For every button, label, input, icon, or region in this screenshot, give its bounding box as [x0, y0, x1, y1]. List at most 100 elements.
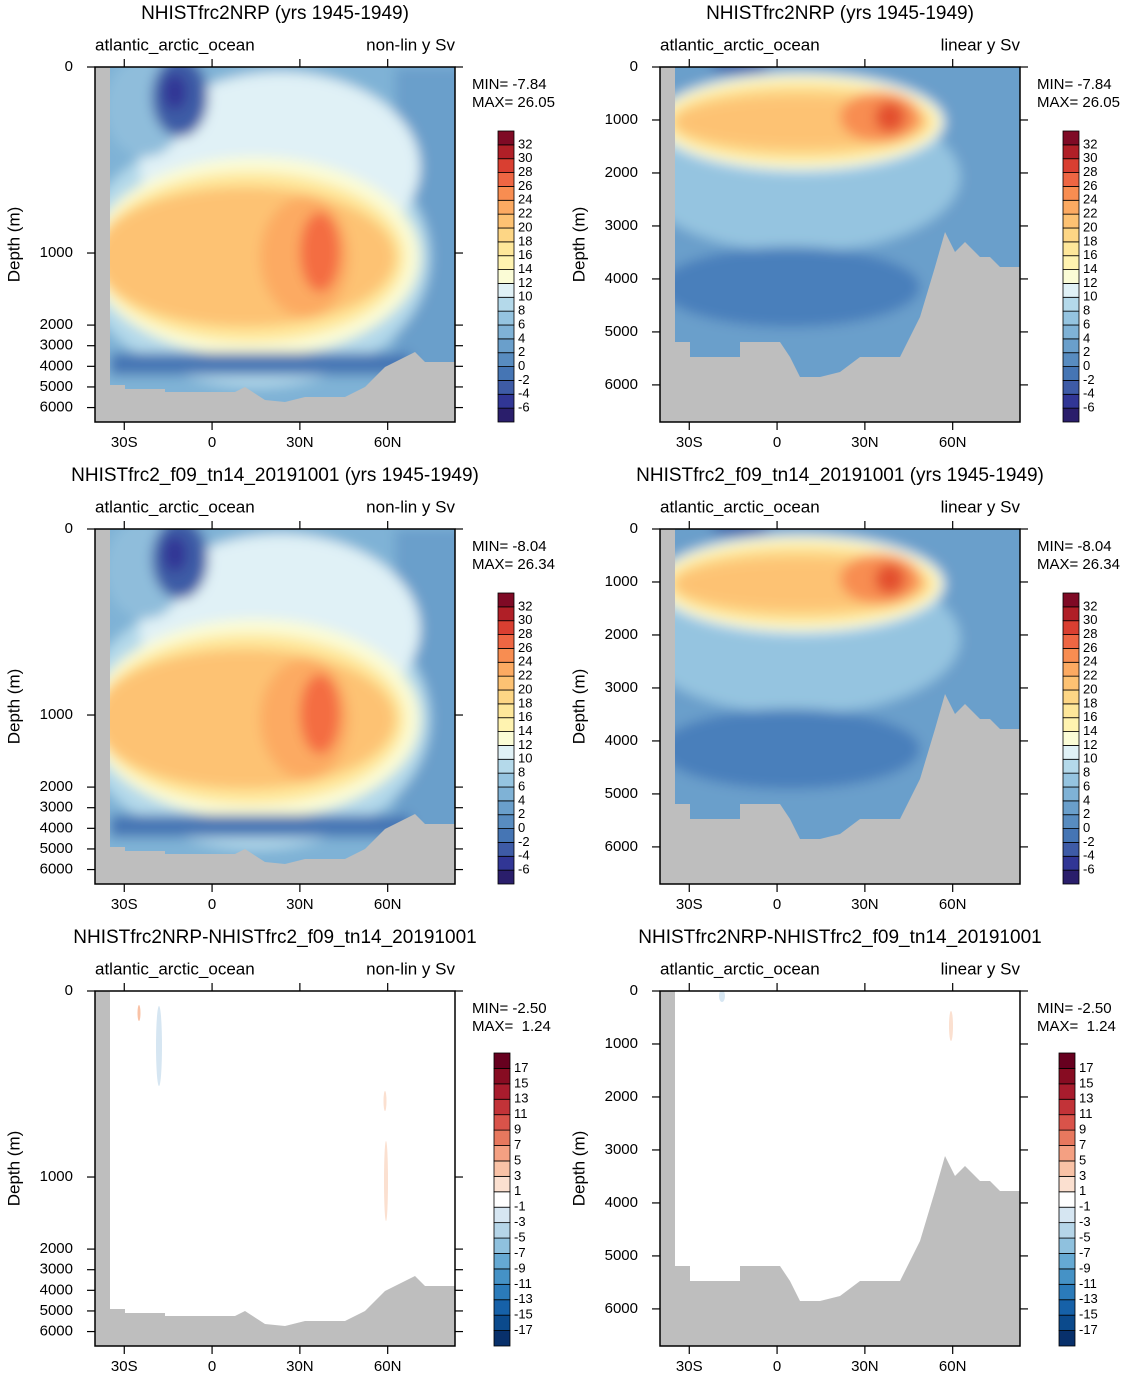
colorbar-box [497, 745, 515, 760]
colorbar-label: -6 [1083, 400, 1095, 415]
colorbar-box [1058, 1068, 1076, 1085]
y-axis-label: Depth (m) [569, 1131, 588, 1207]
plot-frame [94, 66, 456, 423]
colorbar-label: -15 [514, 1307, 533, 1322]
y-axis-label: Depth (m) [4, 1131, 23, 1207]
colorbar-box [1058, 1114, 1076, 1131]
colorbar-box [1062, 828, 1080, 843]
colorbar-box [1062, 786, 1080, 802]
colorbar-label: 28 [518, 164, 532, 179]
colorbar-box [1062, 703, 1080, 719]
colorbar-label: 32 [1083, 598, 1097, 613]
colorbar-box [493, 1191, 511, 1208]
colorbar-box [493, 1052, 511, 1069]
colorbar-box [497, 393, 515, 409]
y-tick-label: 5000 [605, 323, 638, 340]
colorbar-label: 28 [1083, 626, 1097, 641]
colorbar-label: 14 [1083, 261, 1097, 276]
y-tick-label: 4000 [605, 270, 638, 287]
colorbar-box [1062, 269, 1080, 284]
colorbar-label: 24 [1083, 192, 1097, 207]
colorbar-label: 16 [518, 709, 532, 724]
y-tick-label: 2000 [40, 316, 73, 333]
colorbar-label: 22 [518, 668, 532, 683]
colorbar-label: 26 [1083, 640, 1097, 655]
y-tick-label: 6000 [605, 376, 638, 393]
colorbar-label: 16 [1083, 247, 1097, 262]
y-tick-label: 2000 [40, 1240, 73, 1257]
colorbar-box [497, 661, 515, 677]
colorbar-box [493, 1206, 511, 1224]
colorbar-box [497, 648, 515, 663]
colorbar-box [1062, 310, 1080, 326]
scale-label: non-lin y Sv [366, 497, 455, 516]
y-tick-label: 2000 [605, 164, 638, 181]
y-tick-label: 3000 [605, 217, 638, 234]
colorbar-box [493, 1175, 511, 1193]
stat-label: MIN= -7.84 [472, 76, 547, 93]
colorbar-box [497, 814, 515, 829]
colorbar-box [497, 407, 515, 423]
colorbar-box [1062, 130, 1080, 146]
colorbar-box [497, 283, 515, 298]
x-tick-label: 30N [286, 434, 314, 451]
colorbar-box [1062, 772, 1080, 788]
colorbar-label: 15 [1079, 1075, 1093, 1090]
y-tick-label: 0 [65, 58, 73, 75]
colorbar-label: 18 [1083, 233, 1097, 248]
colorbar-box [1062, 731, 1080, 746]
y-tick-label: 0 [65, 982, 73, 999]
colorbar-box [1062, 241, 1080, 257]
colorbar-label: 20 [518, 681, 532, 696]
colorbar-box [493, 1299, 511, 1316]
colorbar-box [1058, 1330, 1076, 1347]
colorbar-label: -11 [1079, 1276, 1097, 1291]
colorbar-box [1058, 1129, 1076, 1146]
y-tick-label: 6000 [40, 861, 73, 878]
colorbar-label: 6 [1083, 316, 1090, 331]
colorbar-label: -7 [1079, 1245, 1091, 1260]
colorbar-label: 0 [518, 820, 525, 835]
y-axis-label: Depth (m) [4, 669, 23, 745]
contour-field [75, 47, 475, 447]
colorbar-box [493, 1129, 511, 1146]
colorbar-label: 6 [518, 316, 525, 331]
colorbar-label: 30 [518, 150, 532, 165]
colorbar-box [497, 606, 515, 622]
x-tick-label: 60N [374, 434, 402, 451]
colorbar-box [1062, 661, 1080, 677]
y-tick-label: 4000 [605, 732, 638, 749]
plot-frame [94, 528, 456, 885]
colorbar-box [497, 172, 515, 187]
y-tick-label: 5000 [40, 378, 73, 395]
colorbar-label: -1 [1079, 1199, 1091, 1214]
colorbar-box [497, 366, 515, 381]
y-tick-label: 5000 [40, 1302, 73, 1319]
stat-label: MIN= -2.50 [1037, 1000, 1112, 1017]
colorbar-box [497, 717, 515, 732]
panel-title: NHISTfrc2NRP (yrs 1945-1949) [141, 3, 409, 24]
colorbar-label: 20 [1083, 219, 1097, 234]
colorbar-label: 13 [514, 1091, 528, 1106]
colorbar-box [493, 1253, 511, 1270]
panel-title: NHISTfrc2_f09_tn14_20191001 (yrs 1945-19… [636, 465, 1044, 486]
colorbar-box [1062, 648, 1080, 663]
colorbar-label: -5 [1079, 1229, 1091, 1244]
colorbar-box [497, 675, 515, 691]
colorbar-label: -4 [518, 386, 530, 401]
colorbar-box [1062, 717, 1080, 732]
colorbar-box [1062, 689, 1080, 705]
colorbar-box [1058, 1314, 1076, 1331]
colorbar-box [497, 130, 515, 146]
colorbar-label: 17 [1079, 1060, 1093, 1075]
colorbar-label: 14 [518, 261, 532, 276]
contour-field [95, 991, 455, 1346]
colorbar-box [1062, 283, 1080, 298]
colorbar-label: -5 [514, 1229, 526, 1244]
colorbar-box [493, 1330, 511, 1347]
y-tick-label: 3000 [40, 1261, 73, 1278]
y-tick-label: 0 [630, 58, 638, 75]
colorbar-label: 2 [518, 806, 525, 821]
colorbar-box [497, 620, 515, 635]
